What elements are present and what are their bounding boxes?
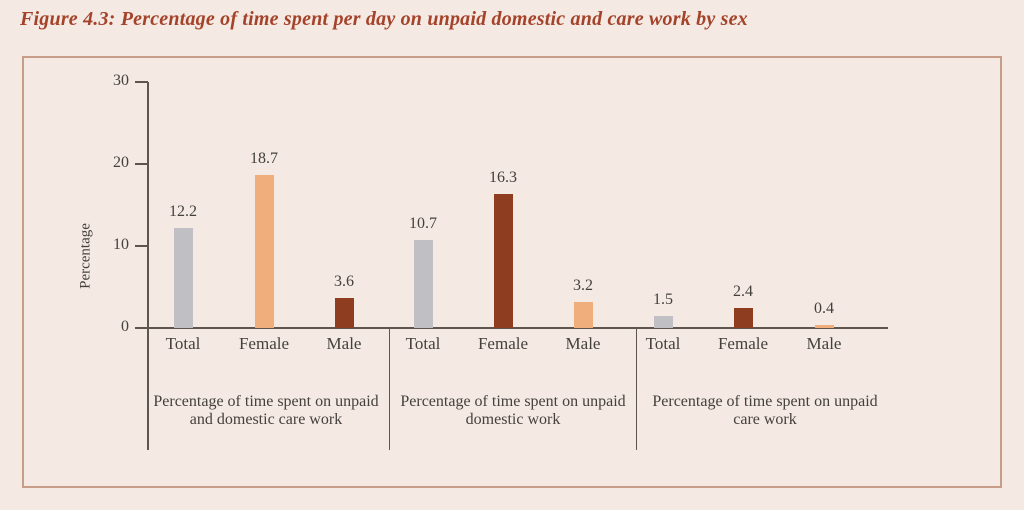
bar-category-label: Male (806, 334, 842, 353)
group-divider (389, 328, 390, 450)
y-tick (135, 163, 148, 165)
group-label-line: Percentage of time spent on unpaid (400, 393, 626, 410)
bar-category-label: Female (717, 334, 769, 353)
bar-category-label: Total (405, 334, 441, 353)
y-tick-label: 10 (113, 236, 129, 253)
y-axis-line (147, 82, 149, 450)
bar-value-label: 2.4 (733, 283, 753, 300)
bar-value-label: 0.4 (814, 300, 834, 317)
figure-title: Figure 4.3: Percentage of time spent per… (20, 8, 748, 30)
bar (254, 175, 274, 328)
bar-value-label: 16.3 (489, 169, 517, 186)
group-label-line: and domestic care work (189, 411, 343, 428)
bar (573, 302, 593, 328)
bar (334, 298, 354, 328)
bar-category-label: Male (565, 334, 601, 353)
bar-value-label: 12.2 (169, 203, 197, 220)
bar-value-label: 3.2 (573, 277, 593, 294)
group-label-line: domestic work (465, 411, 561, 428)
bar (493, 194, 513, 328)
group-label-line: care work (733, 411, 797, 428)
bar-category-label: Total (645, 334, 681, 353)
group-divider (636, 328, 637, 450)
bar (173, 228, 193, 328)
y-tick-label: 0 (121, 318, 129, 335)
bar-value-label: 18.7 (250, 150, 278, 167)
group-label-line: Percentage of time spent on unpaid (652, 393, 878, 410)
bar-category-label: Male (326, 334, 362, 353)
y-axis-title: Percentage (77, 223, 94, 289)
bar-category-label: Female (238, 334, 290, 353)
bar-category-label: Female (477, 334, 529, 353)
bar (814, 325, 834, 328)
bar (733, 308, 753, 328)
y-tick (135, 81, 148, 83)
bar (413, 240, 433, 328)
bar-value-label: 1.5 (653, 291, 673, 308)
y-tick (135, 245, 148, 247)
bar (653, 316, 673, 328)
y-tick-label: 30 (113, 72, 129, 89)
bar-category-label: Total (165, 334, 201, 353)
x-axis-line (148, 327, 888, 329)
y-tick (135, 327, 148, 329)
group-label-line: Percentage of time spent on unpaid (153, 393, 379, 410)
bar-value-label: 10.7 (409, 215, 437, 232)
bar-value-label: 3.6 (334, 273, 354, 290)
y-tick-label: 20 (113, 154, 129, 171)
